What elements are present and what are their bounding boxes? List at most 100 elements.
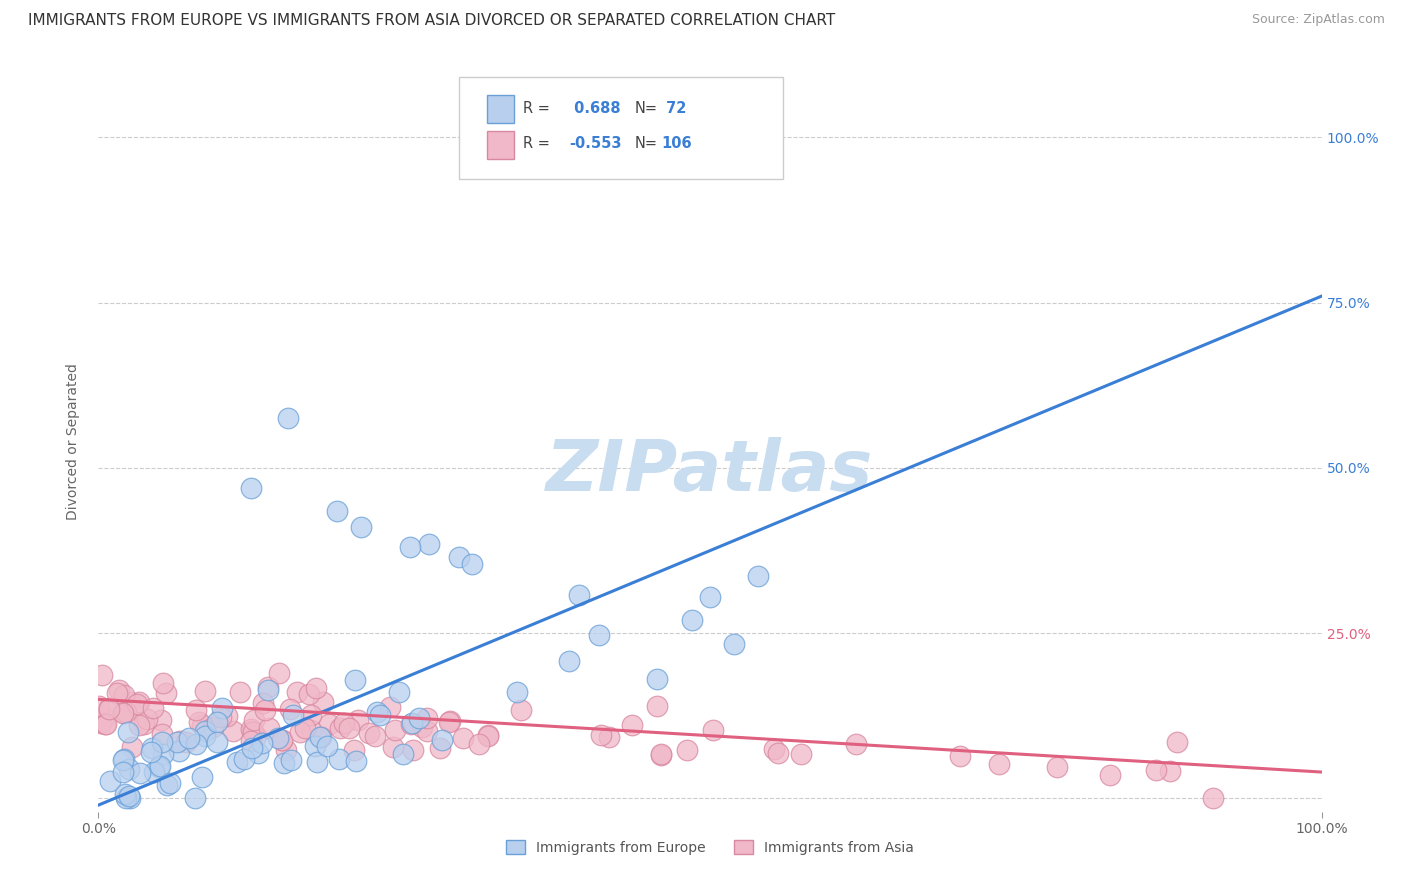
Point: [439, 714, 461, 728]
Point: [94, 717, 117, 731]
Point: [401, 716, 423, 731]
Point: [312, 695, 335, 709]
Point: [166, 735, 188, 749]
Point: [90, 715, 112, 730]
Point: [97, 701, 120, 715]
Point: [229, 685, 252, 699]
Point: [114, 787, 136, 801]
Text: R =: R =: [523, 101, 550, 116]
Point: [747, 569, 769, 583]
Point: [152, 747, 174, 761]
Point: [278, 701, 301, 715]
Point: [699, 590, 721, 604]
Point: [681, 613, 703, 627]
Point: [201, 720, 224, 734]
Point: [125, 697, 148, 711]
Point: [430, 733, 453, 747]
Point: [245, 730, 267, 744]
Point: [316, 739, 339, 753]
Point: [477, 730, 499, 744]
Point: [242, 713, 264, 727]
Point: [118, 791, 141, 805]
Y-axis label: Divorced or Separated: Divorced or Separated: [66, 363, 80, 520]
Point: [1166, 735, 1188, 749]
Point: [645, 672, 668, 686]
Point: [188, 715, 211, 730]
Point: [676, 743, 699, 757]
Point: [226, 755, 249, 769]
Point: [1202, 791, 1225, 805]
Point: [167, 744, 190, 758]
Point: [194, 723, 217, 738]
Point: [645, 698, 668, 713]
Point: [107, 682, 129, 697]
Point: [329, 721, 352, 735]
Point: [128, 766, 150, 780]
Point: [87, 699, 110, 714]
Point: [115, 705, 138, 719]
Point: [141, 745, 163, 759]
Point: [305, 681, 328, 695]
Point: [211, 701, 233, 715]
Point: [416, 711, 439, 725]
Point: [246, 746, 269, 760]
Text: N=: N=: [634, 101, 657, 116]
Point: [350, 520, 373, 534]
Point: [277, 411, 299, 425]
Point: [115, 791, 138, 805]
Point: [326, 504, 349, 518]
Point: [763, 742, 786, 756]
Point: [112, 706, 135, 721]
Legend: Immigrants from Europe, Immigrants from Asia: Immigrants from Europe, Immigrants from …: [501, 835, 920, 860]
Point: [408, 711, 430, 725]
Point: [194, 729, 217, 743]
Point: [328, 752, 350, 766]
Point: [132, 716, 155, 731]
Point: [702, 723, 724, 738]
Point: [381, 739, 404, 754]
Point: [240, 740, 263, 755]
Point: [150, 726, 173, 740]
Point: [273, 756, 295, 770]
Point: [477, 727, 499, 741]
Point: [280, 753, 302, 767]
Point: [148, 759, 170, 773]
Point: [169, 734, 191, 748]
Point: [332, 715, 354, 730]
Point: [152, 735, 174, 749]
Point: [191, 770, 214, 784]
Point: [97, 701, 120, 715]
Point: [1144, 763, 1167, 777]
Point: [117, 724, 139, 739]
Point: [254, 703, 277, 717]
Point: [93, 711, 115, 725]
Point: [252, 696, 274, 710]
Point: [94, 717, 117, 731]
Point: [723, 636, 745, 650]
Point: [270, 732, 292, 747]
Point: [121, 739, 143, 754]
Point: [399, 541, 422, 555]
Point: [1046, 760, 1069, 774]
Point: [176, 735, 198, 749]
Point: [142, 764, 165, 779]
Point: [392, 747, 415, 761]
Point: [949, 749, 972, 764]
Point: [439, 715, 461, 730]
Point: [128, 695, 150, 709]
Point: [120, 695, 142, 709]
Point: [159, 776, 181, 790]
FancyBboxPatch shape: [488, 130, 515, 159]
Point: [207, 735, 229, 749]
Text: ZIPatlas: ZIPatlas: [547, 437, 873, 506]
Point: [271, 733, 294, 747]
Point: [232, 752, 254, 766]
Point: [399, 716, 422, 731]
Point: [509, 703, 531, 717]
Point: [591, 729, 613, 743]
Point: [267, 666, 290, 681]
Text: 106: 106: [661, 136, 692, 152]
Point: [266, 731, 288, 745]
Text: 72: 72: [661, 101, 686, 116]
Point: [112, 689, 135, 703]
